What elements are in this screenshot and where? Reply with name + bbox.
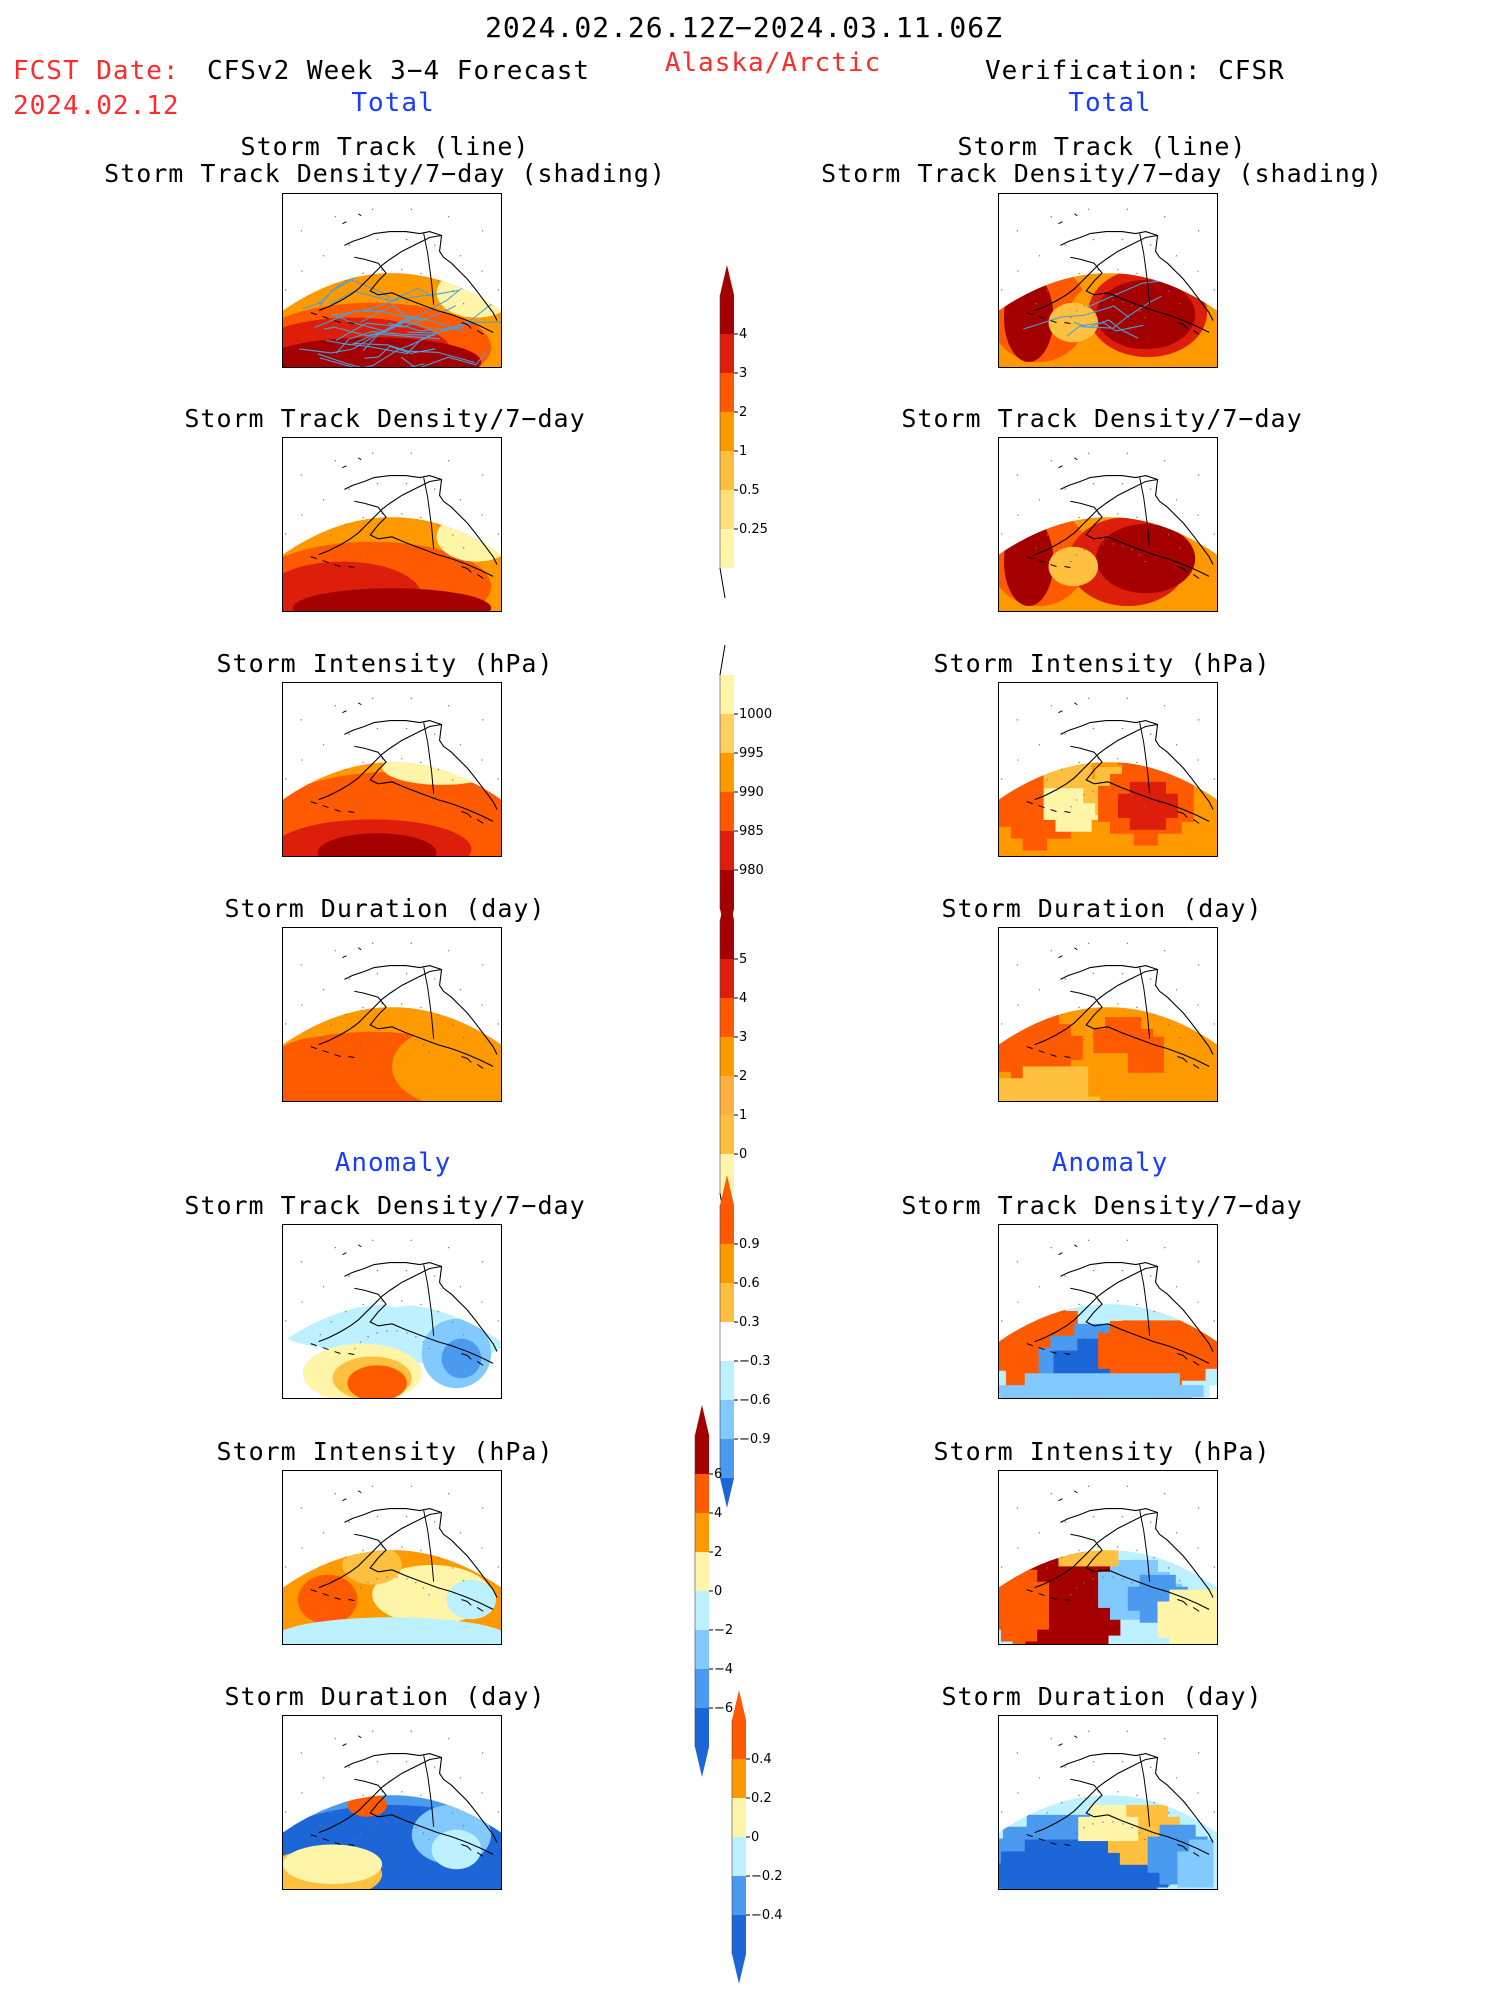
colorbar-tick-label: 6 [714, 1467, 722, 1482]
colorbar-tick-label: 995 [739, 746, 764, 761]
panel-title-density-anom-left: Storm Track Density/7−day [184, 1191, 586, 1220]
region-title: Alaska/Arctic [664, 48, 882, 78]
panel-title-line2: Storm Track Density/7−day (shading) [821, 159, 1383, 188]
anomaly-label-left: Anomaly [334, 1148, 452, 1178]
panel-title-line1: Storm Track (line) [957, 132, 1247, 161]
colorbar-tick-label: 0.4 [751, 1752, 772, 1767]
colorbar-tick-label: 0.3 [739, 1315, 760, 1330]
colorbar-tick-label: 0.6 [739, 1276, 760, 1291]
panel-title-duration-anom-right: Storm Duration (day) [941, 1682, 1263, 1711]
panel-title-density-anom-right: Storm Track Density/7−day [901, 1191, 1303, 1220]
colorbar-tick-label: 0.2 [751, 1791, 772, 1806]
colorbar-tick-label: 1 [739, 444, 747, 459]
colorbar-tick-label: 0 [714, 1584, 722, 1599]
colorbar-duration-total: 5 4 3 2 1 0 [719, 890, 790, 1237]
verification-title: Verification: CFSR [985, 56, 1285, 86]
map-duration-anom-cfsr [998, 1715, 1218, 1890]
panel-title-duration-left: Storm Duration (day) [224, 894, 546, 923]
total-label-right: Total [1068, 88, 1152, 118]
map-track-forecast [282, 193, 502, 368]
map-track-cfsr [998, 193, 1218, 368]
colorbar-tick-label: 3 [739, 1030, 747, 1045]
colorbar-duration-anom: 0.4 0.2 0 −0.2 −0.4 [731, 1690, 802, 1998]
panel-title-intensity-anom-left: Storm Intensity (hPa) [216, 1437, 554, 1466]
colorbar-tick-label: 2 [739, 405, 747, 420]
colorbar-density-total: 4 3 2 1 0.5 0.25 [719, 265, 790, 612]
colorbar-tick-label: −0.3 [739, 1354, 771, 1369]
map-density-anom-forecast [282, 1224, 502, 1399]
anomaly-label-right: Anomaly [1051, 1148, 1169, 1178]
map-density-forecast [282, 437, 502, 612]
map-density-cfsr [998, 437, 1218, 612]
panel-title-duration-anom-left: Storm Duration (day) [224, 1682, 546, 1711]
panel-title-intensity-left: Storm Intensity (hPa) [216, 649, 554, 678]
colorbar-tick-label: −0.2 [751, 1869, 783, 1884]
map-intensity-cfsr [998, 682, 1218, 857]
colorbar-tick-label: 3 [739, 366, 747, 381]
colorbar-tick-label: 0 [751, 1830, 759, 1845]
panel-title-duration-right: Storm Duration (day) [941, 894, 1263, 923]
panel-title-track-left: Storm Track (line) Storm Track Density/7−… [104, 133, 666, 187]
colorbar-tick-label: −2 [714, 1623, 733, 1638]
panel-title-intensity-anom-right: Storm Intensity (hPa) [933, 1437, 1271, 1466]
colorbar-tick-label: 5 [739, 952, 747, 967]
colorbar-tick-label: 4 [714, 1506, 722, 1521]
total-label-left: Total [351, 88, 435, 118]
fcst-date-value: 2024.02.12 [13, 91, 180, 121]
colorbar-tick-label: 0 [739, 1147, 747, 1162]
panel-title-line1: Storm Track (line) [240, 132, 530, 161]
colorbar-tick-label: 2 [714, 1545, 722, 1560]
panel-title-intensity-right: Storm Intensity (hPa) [933, 649, 1271, 678]
fcst-date-label: FCST Date: [13, 56, 180, 86]
map-intensity-forecast [282, 682, 502, 857]
panel-title-track-right: Storm Track (line) Storm Track Density/7−… [821, 133, 1383, 187]
colorbar-tick-label: −0.6 [739, 1393, 771, 1408]
colorbar-tick-label: 0.25 [739, 522, 768, 537]
colorbar-tick-label: −0.4 [751, 1908, 783, 1923]
colorbar-density-anom: 0.9 0.6 0.3 −0.3 −0.6 −0.9 [719, 1175, 790, 1522]
map-duration-forecast [282, 927, 502, 1102]
forecast-title: CFSv2 Week 3−4 Forecast [207, 56, 591, 86]
panel-title-density-right: Storm Track Density/7−day [901, 404, 1303, 433]
map-intensity-anom-forecast [282, 1470, 502, 1645]
colorbar-tick-label: 980 [739, 863, 764, 878]
colorbar-intensity-anom: 6 4 2 0 −2 −4 −6 [694, 1405, 765, 1791]
map-duration-cfsr [998, 927, 1218, 1102]
map-intensity-anom-cfsr [998, 1470, 1218, 1645]
colorbar-tick-label: 4 [739, 991, 747, 1006]
colorbar-tick-label: 2 [739, 1069, 747, 1084]
colorbar-tick-label: −0.9 [739, 1432, 771, 1447]
map-duration-anom-forecast [282, 1715, 502, 1890]
colorbar-tick-label: −6 [714, 1701, 733, 1716]
colorbar-tick-label: 990 [739, 785, 764, 800]
colorbar-tick-label: 1 [739, 1108, 747, 1123]
map-density-anom-cfsr [998, 1224, 1218, 1399]
panel-title-line2: Storm Track Density/7−day (shading) [104, 159, 666, 188]
colorbar-tick-label: 985 [739, 824, 764, 839]
colorbar-tick-label: −4 [714, 1662, 733, 1677]
colorbar-tick-label: 1000 [739, 707, 772, 722]
colorbar-tick-label: 0.9 [739, 1237, 760, 1252]
period-title: 2024.02.26.12Z−2024.03.11.06Z [485, 11, 1003, 44]
colorbar-tick-label: 4 [739, 327, 747, 342]
panel-title-density-left: Storm Track Density/7−day [184, 404, 586, 433]
colorbar-tick-label: 0.5 [739, 483, 760, 498]
